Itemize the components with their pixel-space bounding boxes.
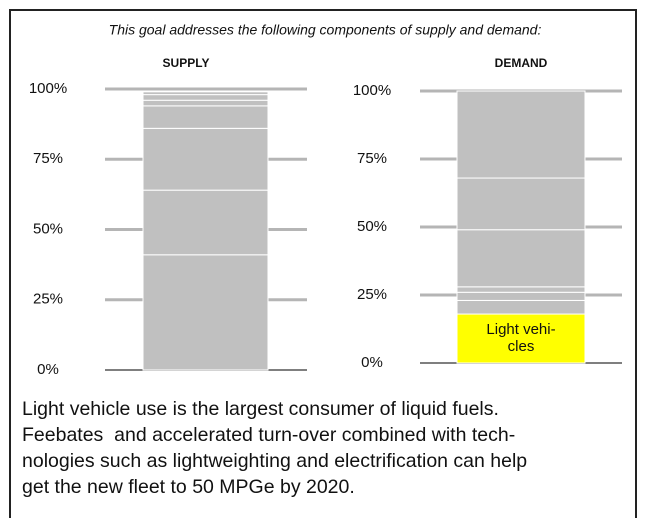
bar-segment: [456, 299, 586, 315]
y-tick-label: 25%: [357, 286, 387, 303]
bar-segment: [142, 91, 269, 96]
y-tick-label: 50%: [33, 220, 63, 237]
description-line: nologies such as lightweighting and elec…: [22, 450, 528, 472]
description-line: get the new fleet to 50 MPGe by 2020.: [22, 476, 355, 498]
y-tick-label: 75%: [357, 150, 387, 167]
bar-segment: [456, 177, 586, 231]
bar-segment: [456, 291, 586, 301]
bar-segment: [142, 254, 269, 371]
bar-segment: [142, 99, 269, 107]
description-line: Light vehicle use is the largest consume…: [22, 398, 499, 420]
y-tick-label: 0%: [37, 361, 59, 378]
header: This goal addresses the following compon…: [109, 22, 542, 38]
bar-segment: [142, 189, 269, 256]
y-tick-label: 75%: [33, 150, 63, 167]
bar-segment: [456, 229, 586, 288]
bar-segment: [456, 286, 586, 293]
bar-segment: [142, 127, 269, 191]
description-line: Feebates and accelerated turn-over combi…: [22, 424, 516, 446]
bar-segment: [142, 105, 269, 129]
charts: This goal addresses the following compon…: [29, 22, 622, 378]
y-tick-label: 0%: [361, 354, 383, 371]
segment-label: cles: [508, 338, 535, 355]
chart-title: DEMAND: [495, 56, 548, 70]
y-tick-label: 100%: [353, 82, 391, 99]
bar-segment: [456, 313, 586, 364]
y-tick-label: 100%: [29, 80, 67, 97]
y-tick-label: 25%: [33, 291, 63, 308]
bar-segment: [456, 90, 586, 179]
description: Light vehicle use is the largest consume…: [22, 396, 527, 500]
bar-segment: [142, 94, 269, 101]
segment-label: Light vehi-: [486, 321, 555, 338]
y-tick-label: 50%: [357, 218, 387, 235]
chart-title: SUPPLY: [163, 56, 210, 70]
frame: [9, 9, 637, 518]
